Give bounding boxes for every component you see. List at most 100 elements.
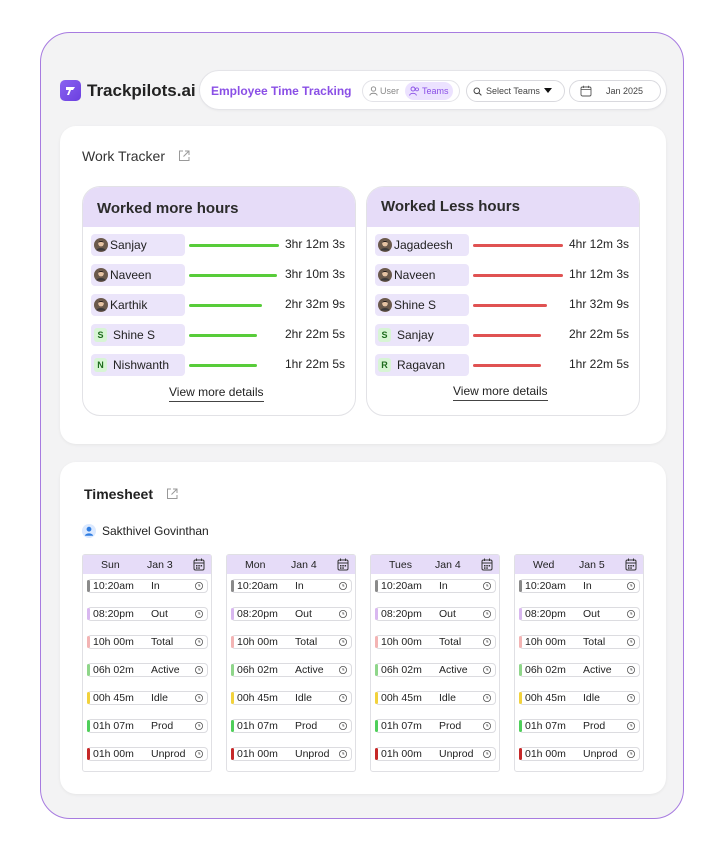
employee-name-chip[interactable]: Jagadeesh xyxy=(375,234,469,256)
employee-name-chip[interactable]: Karthik xyxy=(91,294,185,316)
entry-time: 01h 07m xyxy=(93,720,134,732)
month-label: Jan 2025 xyxy=(606,86,644,96)
clock-icon[interactable] xyxy=(194,749,204,759)
clock-icon[interactable] xyxy=(626,609,636,619)
clock-icon[interactable] xyxy=(194,581,204,591)
work-tracker-card: Work Tracker Worked more hours Sanjay 3hr… xyxy=(60,126,666,444)
employee-name-chip[interactable]: N Nishwanth xyxy=(91,354,185,376)
brand-logo[interactable]: Trackpilots.ai xyxy=(60,80,196,101)
clock-icon[interactable] xyxy=(482,749,492,759)
clock-icon[interactable] xyxy=(482,693,492,703)
hours-value: 2hr 22m 5s xyxy=(568,327,629,341)
clock-icon[interactable] xyxy=(482,665,492,675)
external-link-icon[interactable] xyxy=(177,149,191,163)
entry-label: Active xyxy=(295,664,324,676)
clock-icon[interactable] xyxy=(482,609,492,619)
avatar xyxy=(94,268,108,282)
clock-icon[interactable] xyxy=(338,637,348,647)
entry-color-stripe xyxy=(231,720,234,732)
employee-name-chip[interactable]: S Shine S xyxy=(91,324,185,346)
entry-time: 06h 02m xyxy=(381,664,422,676)
clock-icon[interactable] xyxy=(626,721,636,731)
calendar-icon[interactable] xyxy=(193,558,205,571)
entry-color-stripe xyxy=(375,580,378,592)
time-entry: 06h 02m Active xyxy=(231,663,352,677)
clock-icon[interactable] xyxy=(194,637,204,647)
calendar-icon[interactable] xyxy=(337,558,349,571)
entry-label: Total xyxy=(295,636,318,648)
clock-icon[interactable] xyxy=(338,665,348,675)
work-tracker-header: Work Tracker xyxy=(82,148,191,164)
employee-name-chip[interactable]: R Ragavan xyxy=(375,354,469,376)
day-date: Jan 4 xyxy=(435,558,461,571)
time-entry: 08:20pm Out xyxy=(375,607,496,621)
worked-less-title: Worked Less hours xyxy=(367,187,639,227)
clock-icon[interactable] xyxy=(338,609,348,619)
clock-icon[interactable] xyxy=(338,749,348,759)
entry-label: Total xyxy=(439,636,462,648)
clock-icon[interactable] xyxy=(482,637,492,647)
external-link-icon[interactable] xyxy=(165,487,179,501)
entry-label: Unprod xyxy=(151,748,186,760)
hours-bar xyxy=(473,304,547,307)
clock-icon[interactable] xyxy=(338,693,348,703)
entry-label: Prod xyxy=(583,720,606,732)
calendar-icon[interactable] xyxy=(481,558,493,571)
timesheet-title: Timesheet xyxy=(84,486,153,502)
entry-color-stripe xyxy=(231,748,234,760)
employee-name-chip[interactable]: Shine S xyxy=(375,294,469,316)
time-entry: 08:20pm Out xyxy=(87,607,208,621)
entry-time: 06h 02m xyxy=(525,664,566,676)
clock-icon[interactable] xyxy=(338,581,348,591)
hours-value: 1hr 32m 9s xyxy=(568,297,629,311)
entry-color-stripe xyxy=(519,608,522,620)
clock-icon[interactable] xyxy=(626,581,636,591)
day-header: Mon Jan 4 xyxy=(227,555,355,574)
worked-more-title: Worked more hours xyxy=(83,187,355,227)
hours-bar xyxy=(189,304,262,307)
clock-icon[interactable] xyxy=(482,721,492,731)
employee-name-chip[interactable]: Naveen xyxy=(375,264,469,286)
select-teams-dropdown[interactable]: Select Teams xyxy=(466,80,565,102)
entry-time: 06h 02m xyxy=(237,664,278,676)
clock-icon[interactable] xyxy=(194,609,204,619)
time-entry: 10:20am In xyxy=(375,579,496,593)
time-entry: 00h 45m Idle xyxy=(87,691,208,705)
entry-time: 10:20am xyxy=(93,580,134,592)
view-toggle: User Teams xyxy=(362,80,460,102)
day-date: Jan 5 xyxy=(579,558,605,571)
employee-name-chip[interactable]: Sanjay xyxy=(91,234,185,256)
employee-name: Ragavan xyxy=(397,358,446,372)
month-picker[interactable]: Jan 2025 xyxy=(569,80,661,102)
calendar-icon xyxy=(580,85,592,97)
clock-icon[interactable] xyxy=(626,749,636,759)
clock-icon[interactable] xyxy=(482,581,492,591)
entry-time: 01h 00m xyxy=(237,748,278,760)
hours-bar xyxy=(189,364,257,367)
worked-less-view-details-link[interactable]: View more details xyxy=(453,384,548,401)
toggle-user[interactable]: User xyxy=(365,82,403,100)
entry-color-stripe xyxy=(231,608,234,620)
toggle-teams[interactable]: Teams xyxy=(405,82,453,100)
entry-color-stripe xyxy=(375,720,378,732)
clock-icon[interactable] xyxy=(338,721,348,731)
clock-icon[interactable] xyxy=(194,721,204,731)
select-teams-label: Select Teams xyxy=(486,86,540,96)
time-entry: 10h 00m Total xyxy=(231,635,352,649)
time-entry: 10h 00m Total xyxy=(519,635,640,649)
clock-icon[interactable] xyxy=(194,693,204,703)
entry-color-stripe xyxy=(375,608,378,620)
clock-icon[interactable] xyxy=(626,637,636,647)
clock-icon[interactable] xyxy=(194,665,204,675)
worked-more-view-details-link[interactable]: View more details xyxy=(169,385,264,402)
entry-time: 10h 00m xyxy=(93,636,134,648)
employee-name-chip[interactable]: Naveen xyxy=(91,264,185,286)
employee-name-chip[interactable]: S Sanjay xyxy=(375,324,469,346)
clock-icon[interactable] xyxy=(626,665,636,675)
time-entry: 01h 07m Prod xyxy=(231,719,352,733)
hours-value: 1hr 12m 3s xyxy=(568,267,629,281)
clock-icon[interactable] xyxy=(626,693,636,703)
toggle-teams-label: Teams xyxy=(422,86,449,96)
tracker-row: S Shine S 2hr 22m 5s xyxy=(83,324,355,348)
calendar-icon[interactable] xyxy=(625,558,637,571)
